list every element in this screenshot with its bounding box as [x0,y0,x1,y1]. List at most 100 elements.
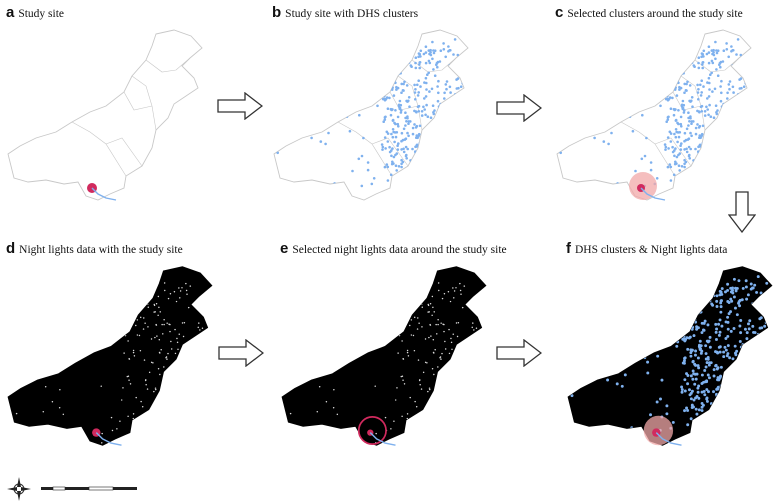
dhs-cluster-dot [439,130,443,134]
dhs-cluster-dot [724,290,727,294]
dhs-cluster-dot [744,383,748,387]
dhs-cluster-dot [694,126,698,130]
dhs-cluster-dot [410,44,413,48]
dhs-cluster-dot [753,348,756,352]
dhs-cluster-dot [388,150,392,154]
dhs-cluster-dot [417,110,421,113]
night-light-dot [59,359,61,362]
dhs-cluster-dot [671,57,675,60]
dhs-cluster-dot [588,291,592,295]
night-light-dot [74,310,77,312]
dhs-cluster-dot [589,73,593,76]
dhs-cluster-dot [680,321,684,325]
dhs-cluster-dot [748,142,751,146]
dhs-cluster-dot [390,162,394,166]
dhs-cluster-dot [415,155,418,158]
night-light-dot [439,389,442,391]
night-light-dot [126,375,129,378]
night-light-dot [474,337,477,340]
dhs-cluster-dot [381,92,385,95]
dhs-cluster-dot [683,162,686,166]
dhs-cluster-dot [429,48,432,52]
night-light-dot [170,348,173,350]
dhs-cluster-dot [572,266,576,267]
night-light-dot [68,447,69,448]
province-border [138,314,164,372]
dhs-cluster-dot [750,351,754,355]
night-light-dot [471,326,473,329]
night-light-dot [417,359,420,361]
dhs-cluster-dot [420,110,424,113]
map-selected-clusters [556,29,752,206]
dhs-cluster-dot [391,50,395,53]
dhs-cluster-dot [625,58,628,62]
dhs-cluster-dot [459,114,462,117]
night-light-dot [305,446,306,447]
dhs-cluster-dot [708,144,712,147]
dhs-cluster-dot [413,164,416,168]
dhs-cluster-dot [455,166,458,170]
dhs-cluster-dot [456,53,460,57]
dhs-cluster-dot [759,349,763,353]
dhs-cluster-dot [739,318,743,322]
dhs-cluster-dot [761,345,765,349]
dhs-cluster-dot [728,435,731,439]
night-light-dot [133,283,136,285]
dhs-cluster-dot [458,149,462,153]
dhs-cluster-dot [320,116,323,120]
dhs-cluster-dot [461,144,465,147]
dhs-cluster-dot [597,70,601,74]
dhs-cluster-dot [457,180,461,184]
province-border [412,314,438,372]
dhs-cluster-dot [453,115,456,118]
dhs-cluster-dot [715,387,719,391]
dhs-cluster-dot [707,51,711,54]
dhs-cluster-dot [658,99,662,102]
dhs-cluster-dot [707,95,711,98]
dhs-cluster-dot [732,326,736,330]
dhs-cluster-dot [725,416,729,419]
dhs-cluster-dot [585,324,589,328]
dhs-cluster-dot [683,131,687,135]
dhs-cluster-dot [696,91,700,94]
dhs-cluster-dot [700,153,704,157]
panel-c-label: Selected clusters around the study site [567,8,743,20]
dhs-cluster-dot [689,441,693,445]
night-light-dot [303,286,305,289]
night-light-dot [399,297,402,299]
dhs-cluster-dot [708,165,711,168]
night-light-dot [335,358,337,361]
province-border [110,379,150,410]
dhs-cluster-dot [696,386,700,390]
dhs-cluster-dot [396,73,399,76]
night-light-dot [472,307,474,309]
dhs-cluster-dot [697,66,701,70]
dhs-cluster-dot [445,120,449,124]
dhs-cluster-dot [388,145,391,149]
dhs-cluster-dot [391,128,395,131]
dhs-cluster-dot [422,52,426,56]
night-light-dot [448,383,450,385]
dhs-cluster-dot [589,204,592,206]
dhs-cluster-dot [675,344,679,348]
dhs-cluster-dot [400,162,403,166]
dhs-cluster-dot [460,67,463,70]
dhs-cluster-dot [768,385,772,389]
dhs-cluster-dot [737,173,740,177]
dhs-cluster-dot [428,123,432,127]
dhs-cluster-dot [574,85,577,88]
dhs-cluster-dot [442,48,446,51]
night-light-dot [208,407,211,410]
dhs-cluster-dot [392,94,396,97]
dhs-cluster-dot [408,105,411,108]
night-light-dot [179,297,181,299]
night-light-dot [169,330,171,333]
dhs-cluster-dot [698,200,701,203]
dhs-cluster-dot [357,90,360,94]
province-border [152,295,200,312]
dhs-cluster-dot [718,318,722,322]
dhs-cluster-dot [738,324,742,328]
dhs-cluster-dot [413,83,416,87]
dhs-cluster-dot [724,121,728,124]
night-light-dot [443,293,446,295]
